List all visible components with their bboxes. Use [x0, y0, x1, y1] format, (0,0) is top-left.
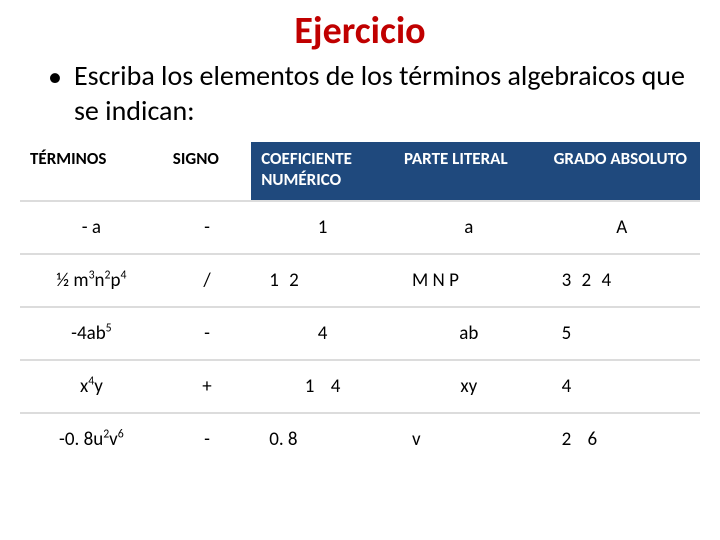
bullet-row: • Escriba los elementos de los términos …	[20, 58, 700, 128]
table-header-row: TÉRMINOS SIGNO COEFICIENTE NUMÉRICO PART…	[20, 142, 700, 201]
cell-parte-literal: M N P	[394, 254, 544, 307]
table-row: -4ab5-4ab5	[20, 307, 700, 360]
cell-grado: 2 6	[544, 413, 700, 465]
cell-grado: 5	[544, 307, 700, 360]
table-row: x4y+1 4xy4	[20, 360, 700, 413]
cell-parte-literal: v	[394, 413, 544, 465]
col-terminos: TÉRMINOS	[20, 142, 163, 201]
cell-parte-literal: ab	[394, 307, 544, 360]
slide-title: Ejercicio	[20, 8, 700, 54]
cell-termino: x4y	[20, 360, 163, 413]
cell-signo: -	[163, 201, 251, 254]
cell-coeficiente: 0. 8	[251, 413, 394, 465]
cell-coeficiente: 4	[251, 307, 394, 360]
cell-signo: /	[163, 254, 251, 307]
cell-parte-literal: xy	[394, 360, 544, 413]
cell-grado: 4	[544, 360, 700, 413]
table-row: -0. 8u2v6-0. 8v2 6	[20, 413, 700, 465]
cell-coeficiente: 1 4	[251, 360, 394, 413]
cell-signo: -	[163, 307, 251, 360]
cell-signo: +	[163, 360, 251, 413]
col-coeficiente: COEFICIENTE NUMÉRICO	[251, 142, 394, 201]
bullet-dot: •	[48, 60, 62, 94]
cell-termino: - a	[20, 201, 163, 254]
cell-termino: -4ab5	[20, 307, 163, 360]
cell-signo: -	[163, 413, 251, 465]
table-row: - a-1aA	[20, 201, 700, 254]
bullet-text: Escriba los elementos de los términos al…	[74, 58, 700, 128]
col-parte-literal: PARTE LITERAL	[394, 142, 544, 201]
cell-termino: -0. 8u2v6	[20, 413, 163, 465]
col-signo: SIGNO	[163, 142, 251, 201]
cell-coeficiente: 1	[251, 201, 394, 254]
cell-grado: A	[544, 201, 700, 254]
cell-coeficiente: 1 2	[251, 254, 394, 307]
col-grado: GRADO ABSOLUTO	[544, 142, 700, 201]
cell-termino: ½ m3n2p4	[20, 254, 163, 307]
cell-parte-literal: a	[394, 201, 544, 254]
table-row: ½ m3n2p4/1 2M N P3 2 4	[20, 254, 700, 307]
terms-table: TÉRMINOS SIGNO COEFICIENTE NUMÉRICO PART…	[20, 142, 700, 465]
cell-grado: 3 2 4	[544, 254, 700, 307]
